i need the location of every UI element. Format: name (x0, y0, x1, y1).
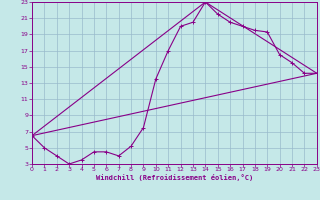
X-axis label: Windchill (Refroidissement éolien,°C): Windchill (Refroidissement éolien,°C) (96, 174, 253, 181)
